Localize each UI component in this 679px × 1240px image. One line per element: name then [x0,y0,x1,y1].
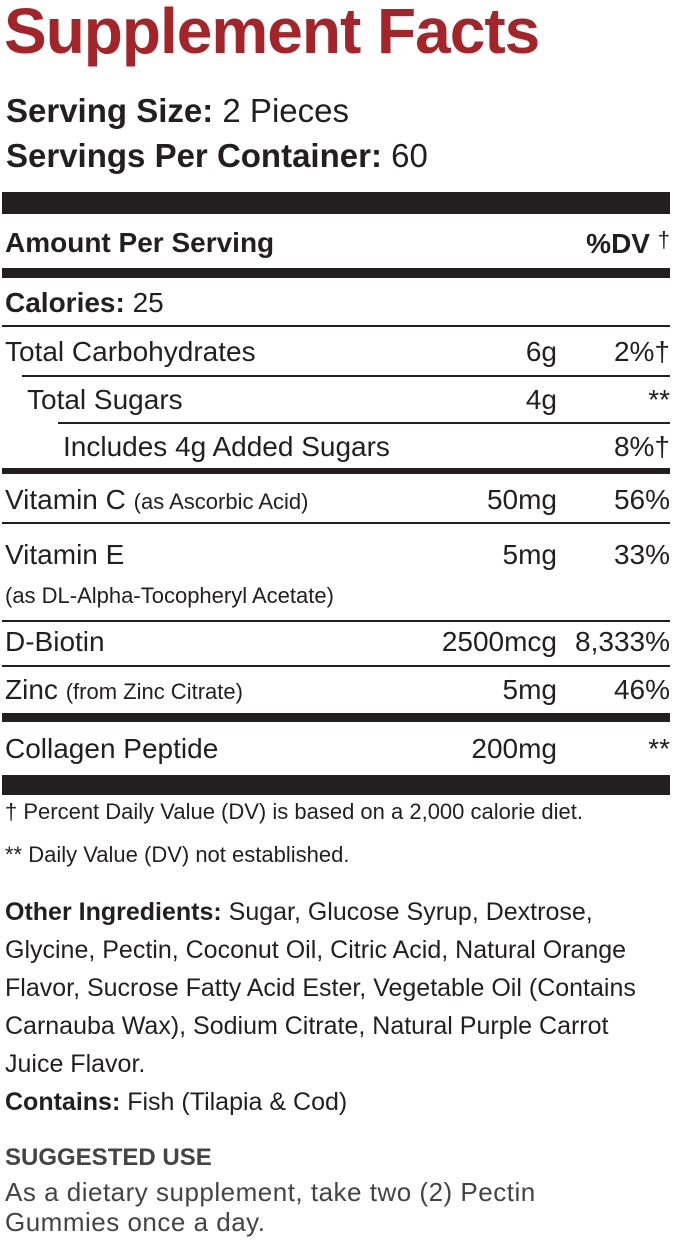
name: D-Biotin [5,626,105,657]
rule [2,468,670,474]
value: 60 [391,137,428,174]
dv: 8,333% [575,626,670,657]
servings-per-container: Servings Per Container: 60 [6,137,428,175]
nutrient-row: Total Carbohydrates 6g 2%† [5,334,670,370]
value: 25 [132,287,164,318]
name: Includes 4g Added Sugars [63,431,390,462]
name: Collagen Peptide [5,733,219,764]
dv-header: %DV † [470,227,670,260]
amount: 50mg [486,484,557,515]
rule [2,620,670,622]
label: Other Ingredients: [5,898,222,926]
dv: 46% [613,674,670,705]
other-ingredients: Other Ingredients: Sugar, Glucose Syrup,… [5,893,670,1121]
rule [22,375,670,377]
amount: 200mg [471,733,557,764]
suggested-use-heading: SUGGESTED USE [5,1144,212,1171]
dv: 2%† [613,336,670,367]
rule [2,268,670,278]
dv: %DV [586,227,650,259]
nutrient-row: Zinc (from Zinc Citrate) 5mg 46% [5,672,670,708]
rule [2,325,670,327]
text: Fish (Tilapia & Cod) [127,1088,348,1116]
amount: 4g [525,384,557,415]
nutrient-row: Total Sugars 4g ** [5,382,670,418]
note: (as Ascorbic Acid) [133,489,309,514]
rule [2,775,670,795]
amount: 5mg [502,539,557,570]
calories-row: Calories: 25 [5,285,670,321]
label: Serving Size: [6,92,214,129]
label: Calories: [5,287,125,318]
text: Sugar, Glucose Syrup, Dextrose, Glycine,… [5,898,636,1078]
rule [58,422,670,424]
footnote: ** Daily Value (DV) not established. [5,842,350,867]
dv: 8%† [613,431,670,462]
rule [2,192,670,214]
dv: 33% [613,539,670,570]
dv: ** [648,384,670,415]
title: Supplement Facts [4,0,540,67]
nutrient-row: Vitamin C (as Ascorbic Acid) 50mg 56% [5,482,670,518]
suggested-use-text: As a dietary supplement, take two (2) Pe… [5,1177,536,1237]
footnote: † Percent Daily Value (DV) is based on a… [5,799,584,824]
nutrient-row: Collagen Peptide 200mg ** [5,731,670,767]
label: Servings Per Container: [6,137,382,174]
name: Vitamin E [5,539,125,570]
rule [2,522,670,524]
nutrient-row: D-Biotin 2500mcg 8,333% [5,624,670,660]
dv-mark: † [657,226,670,252]
rule [2,713,670,722]
dv: 56% [613,484,670,515]
name: Zinc [5,674,58,705]
serving-size: Serving Size: 2 Pieces [6,92,349,130]
label: Contains: [5,1088,121,1116]
amount: 5mg [502,674,557,705]
value: 2 Pieces [222,92,349,129]
nutrient-row: Vitamin E 5mg 33% [5,537,670,573]
name: Vitamin C [5,484,126,515]
amount: 6g [525,336,557,367]
amount-header: Amount Per Serving [5,227,275,258]
amount: 2500mcg [441,626,557,657]
note: (as DL-Alpha-Tocopheryl Acetate) [5,583,334,608]
note: (from Zinc Citrate) [65,679,243,704]
name: Total Carbohydrates [5,336,256,367]
name: Total Sugars [27,384,183,415]
rule [2,665,670,667]
dv: ** [648,733,670,764]
nutrient-row: Includes 4g Added Sugars 8%† [5,429,670,465]
header-row: Amount Per Serving %DV † [5,225,670,261]
